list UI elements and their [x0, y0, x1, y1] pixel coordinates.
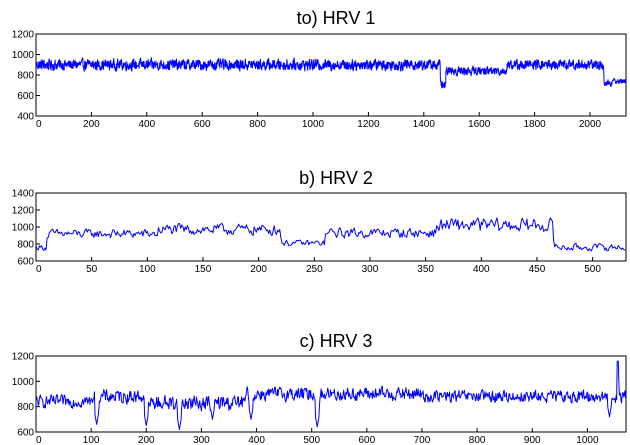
panel-3-title: c) HRV 3 [300, 331, 373, 351]
x-tick-label: 0 [36, 435, 42, 445]
x-tick-label: 300 [193, 435, 210, 445]
panel-2-y-ticks: 600 800 1000 1200 1400 [12, 189, 40, 268]
panel-2-series-line [35, 217, 626, 252]
y-tick-label: 1000 [12, 50, 35, 61]
panel-hrv-3: c) HRV 3 600 800 1000 1200 0 100 200 300 400 500… [12, 331, 627, 445]
panel-3-x-ticks: 0 100 200 300 400 500 600 700 800 900 1000 [35, 428, 599, 445]
x-tick-label: 2000 [579, 119, 602, 130]
y-tick-label: 1200 [12, 206, 35, 217]
y-tick-label: 800 [17, 71, 34, 82]
x-tick-label: 50 [86, 264, 98, 275]
y-tick-label: 800 [17, 240, 34, 251]
x-tick-label: 800 [249, 119, 266, 130]
y-tick-label: 600 [17, 428, 34, 439]
x-tick-label: 500 [303, 435, 320, 445]
x-tick-label: 1000 [302, 119, 325, 130]
panel-1-title: to) HRV 1 [297, 8, 376, 28]
panel-3-y-ticks: 600 800 1000 1200 [12, 352, 40, 439]
x-tick-label: 400 [248, 435, 265, 445]
x-tick-label: 150 [195, 264, 212, 275]
panel-3-series-line [35, 360, 626, 430]
panel-2-title: b) HRV 2 [299, 168, 373, 188]
x-tick-label: 0 [36, 119, 42, 130]
x-tick-label: 0 [36, 264, 42, 275]
y-tick-label: 600 [17, 257, 34, 268]
panel-1-axes [35, 33, 627, 117]
y-tick-label: 1000 [12, 223, 35, 234]
panel-1-y-ticks: 400 600 800 1000 1200 [12, 30, 40, 123]
x-tick-label: 600 [358, 435, 375, 445]
panel-1-x-ticks: 0 200 400 600 800 1000 1200 1400 1600 1800 2000 [35, 112, 602, 130]
x-tick-label: 1400 [413, 119, 436, 130]
x-tick-label: 700 [414, 435, 431, 445]
x-tick-label: 100 [139, 264, 156, 275]
x-tick-label: 400 [138, 119, 155, 130]
y-tick-label: 800 [17, 402, 34, 413]
x-tick-label: 400 [473, 264, 490, 275]
x-tick-label: 1000 [576, 435, 599, 445]
y-tick-label: 1400 [12, 189, 35, 200]
x-tick-label: 100 [83, 435, 100, 445]
y-tick-label: 400 [17, 112, 34, 123]
x-tick-label: 350 [417, 264, 434, 275]
panel-hrv-2: b) HRV 2 600 800 1000 1200 1400 0 50 100 150 200… [12, 168, 627, 275]
x-tick-label: 800 [469, 435, 486, 445]
y-tick-label: 1200 [12, 352, 35, 363]
panel-1-series-line [35, 57, 627, 89]
x-tick-label: 500 [584, 264, 601, 275]
x-tick-label: 200 [83, 119, 100, 130]
x-tick-label: 200 [250, 264, 267, 275]
x-tick-label: 200 [138, 435, 155, 445]
x-tick-label: 300 [362, 264, 379, 275]
x-tick-label: 1800 [523, 119, 546, 130]
x-tick-label: 1200 [357, 119, 380, 130]
x-tick-label: 600 [194, 119, 211, 130]
x-tick-label: 450 [529, 264, 546, 275]
x-tick-label: 1600 [468, 119, 491, 130]
y-tick-label: 1200 [12, 30, 35, 41]
panel-2-axes [35, 192, 627, 262]
panel-2-x-ticks: 0 50 100 150 200 250 300 350 400 450 500 [35, 257, 601, 275]
y-tick-label: 1000 [12, 377, 35, 388]
x-tick-label: 900 [524, 435, 541, 445]
panel-hrv-1: to) HRV 1 400 600 800 1000 1200 0 200 400 600 80… [12, 8, 627, 130]
x-tick-label: 250 [306, 264, 323, 275]
y-tick-label: 600 [17, 91, 34, 102]
